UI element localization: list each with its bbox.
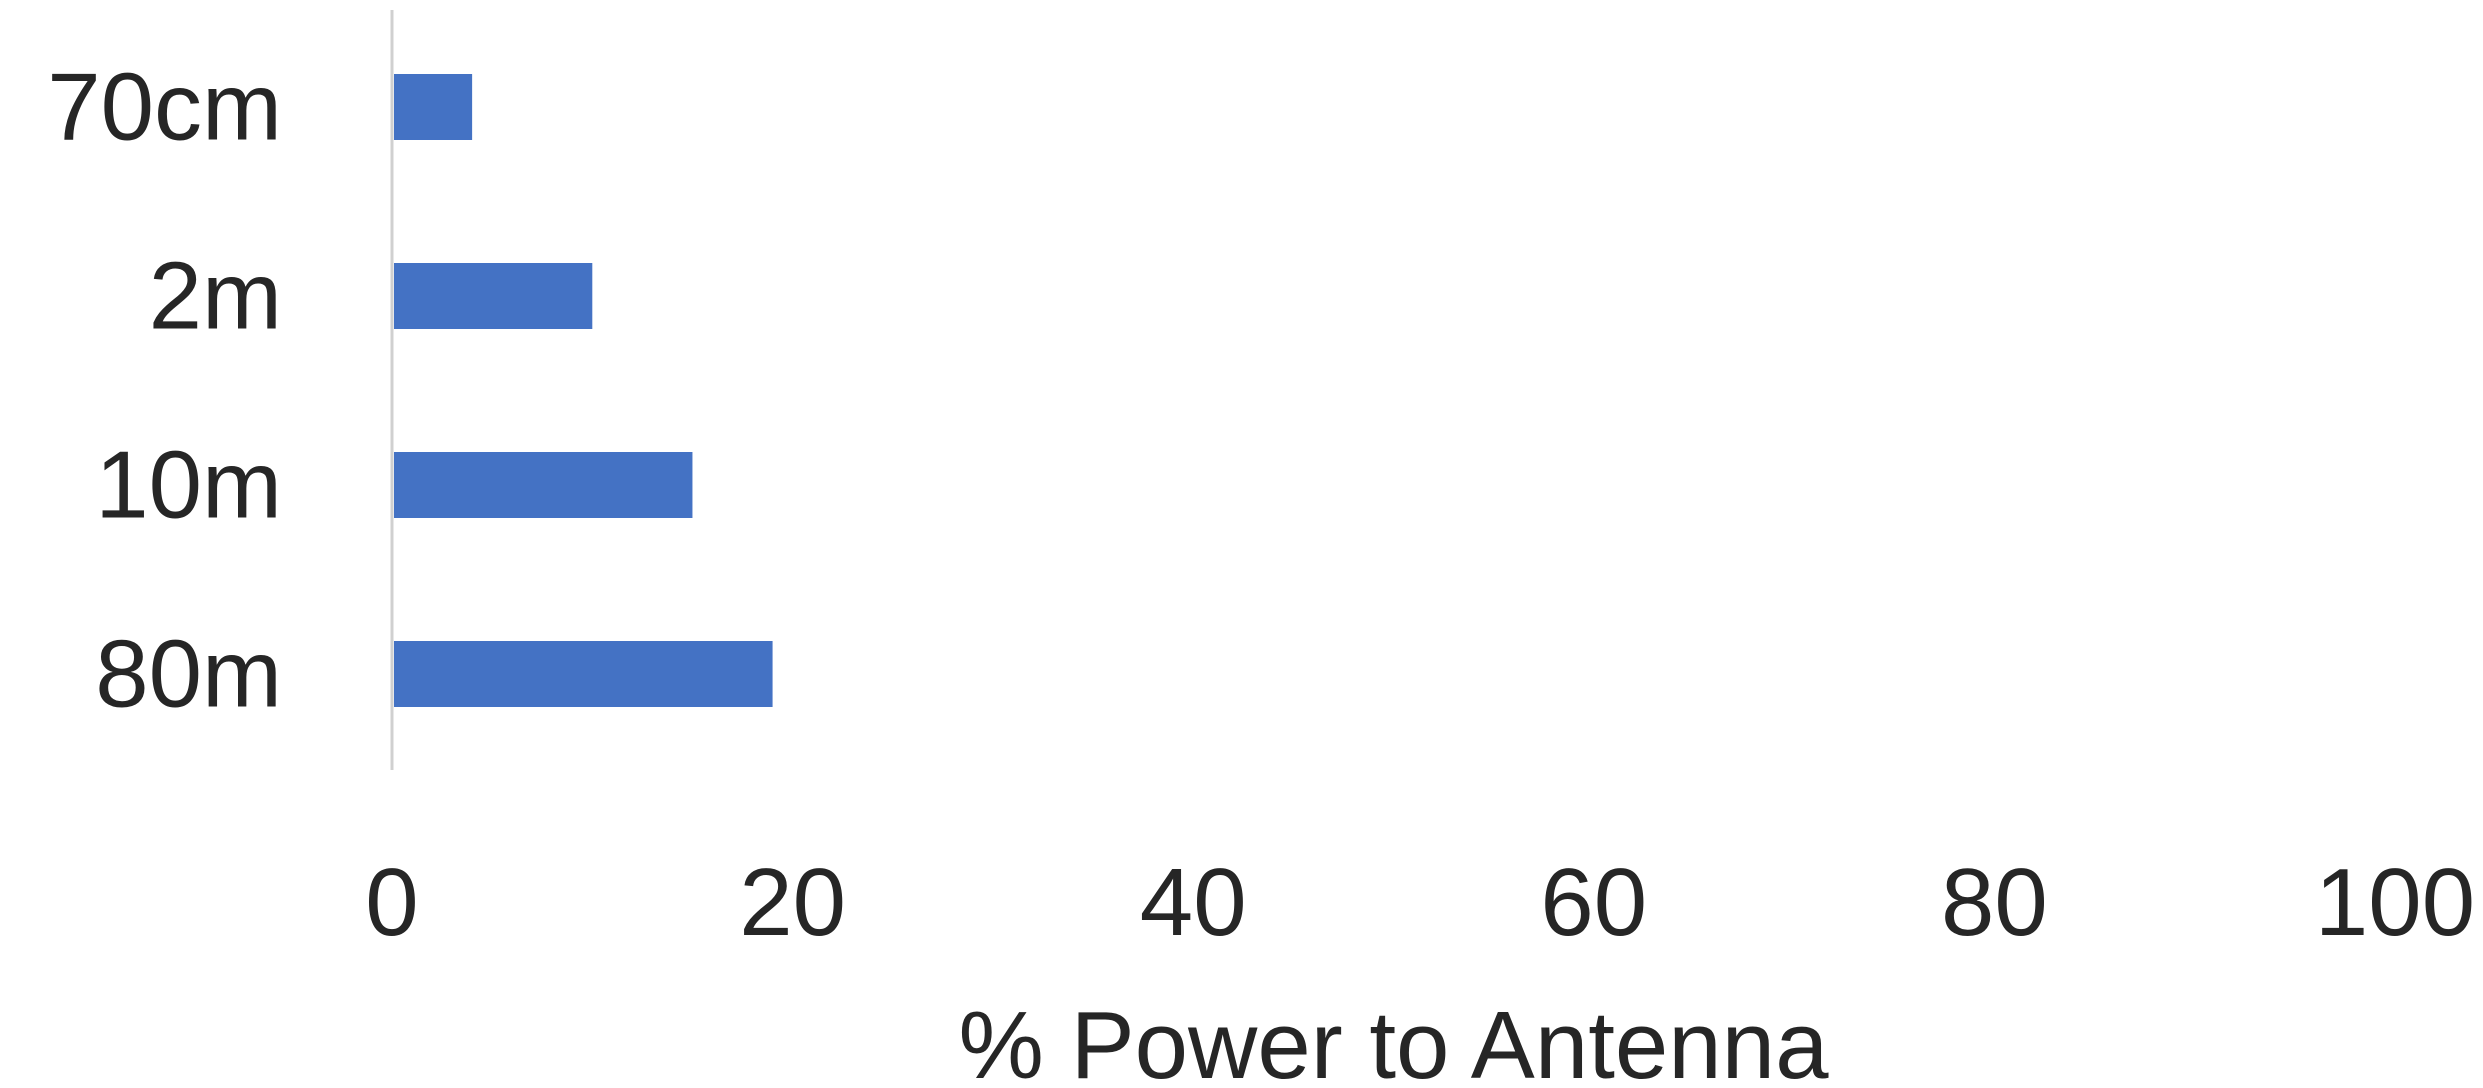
bars — [394, 74, 773, 707]
x-tick-label-60: 60 — [1540, 849, 1647, 956]
bar-80m — [394, 641, 773, 707]
bar-70cm — [394, 74, 473, 140]
category-labels: 70cm 2m 10m 80m — [47, 54, 282, 728]
category-label-2m: 2m — [149, 243, 282, 350]
category-label-80m: 80m — [95, 621, 282, 728]
x-tick-label-0: 0 — [365, 849, 418, 956]
x-tick-label-100: 100 — [2315, 849, 2475, 956]
category-label-10m: 10m — [95, 432, 282, 539]
x-tick-label-80: 80 — [1941, 849, 2048, 956]
category-label-70cm: 70cm — [47, 54, 282, 161]
bar-2m — [394, 263, 593, 329]
x-tick-label-40: 40 — [1140, 849, 1247, 956]
x-tick-label-20: 20 — [739, 849, 846, 956]
x-tick-labels: 0 20 40 60 80 100 — [365, 849, 2475, 956]
x-axis-title: % Power to Antenna — [959, 992, 1830, 1088]
bar-10m — [394, 452, 693, 518]
